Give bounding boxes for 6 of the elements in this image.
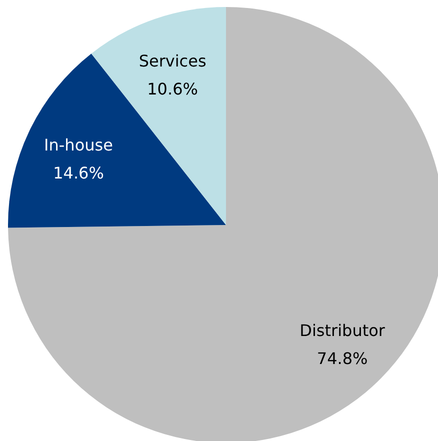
- slice-label: In-house: [44, 135, 113, 154]
- data-label: 10.6%: [147, 79, 198, 98]
- slice-label: Services: [138, 51, 206, 70]
- slice-label: Distributor: [300, 320, 386, 340]
- data-label: 14.6%: [53, 163, 104, 182]
- data-label: 74.8%: [316, 348, 368, 368]
